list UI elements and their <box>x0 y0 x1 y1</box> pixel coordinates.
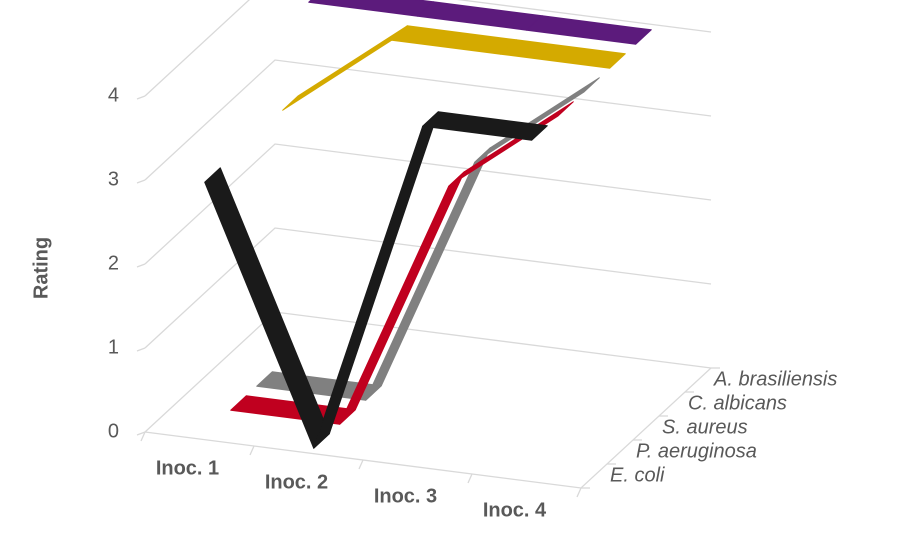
grid-line <box>144 59 712 181</box>
ribbon-segment <box>313 111 439 449</box>
x-tick <box>576 487 582 498</box>
grid-line <box>144 0 712 97</box>
x-tick <box>140 431 146 442</box>
series-label: P. aeruginosa <box>636 440 757 462</box>
y-tick-label: 2 <box>108 252 119 274</box>
series-label: A. brasiliensis <box>713 368 837 390</box>
x-tick <box>358 459 364 470</box>
ribbon-segment <box>448 101 574 187</box>
ribbon-segment <box>282 25 408 111</box>
x-tick-label: Inoc. 3 <box>374 485 437 507</box>
y-tick <box>136 347 146 352</box>
grid-line <box>144 311 712 433</box>
y-tick <box>136 431 146 436</box>
ribbon-segment <box>526 15 652 45</box>
y-axis-title: Rating <box>30 237 52 299</box>
y-tick-label: 3 <box>108 168 119 190</box>
x-tick <box>467 473 473 484</box>
series-label: S. aureus <box>662 416 748 438</box>
y-tick <box>136 95 146 100</box>
ribbon-segment <box>417 1 543 31</box>
ribbon-segment <box>500 39 626 69</box>
grid-line <box>144 227 712 349</box>
y-tick-label: 0 <box>108 420 119 442</box>
y-tick <box>136 179 146 184</box>
ribbon-segment <box>391 25 517 55</box>
y-tick-label: 1 <box>108 336 119 358</box>
x-tick-label: Inoc. 4 <box>483 499 547 521</box>
x-tick-label: Inoc. 1 <box>156 457 219 479</box>
ribbon-segment <box>365 147 491 401</box>
y-tick-label: 4 <box>108 84 119 106</box>
series-label: C. albicans <box>688 392 787 414</box>
grid-line <box>144 143 712 265</box>
y-tick <box>136 263 146 268</box>
x-tick <box>249 445 255 456</box>
ribbon-segment <box>474 77 600 163</box>
series-label: E. coli <box>610 464 665 486</box>
ribbon-segment <box>422 111 548 141</box>
ribbon-segment <box>308 0 434 17</box>
x-tick-label: Inoc. 2 <box>265 471 328 493</box>
